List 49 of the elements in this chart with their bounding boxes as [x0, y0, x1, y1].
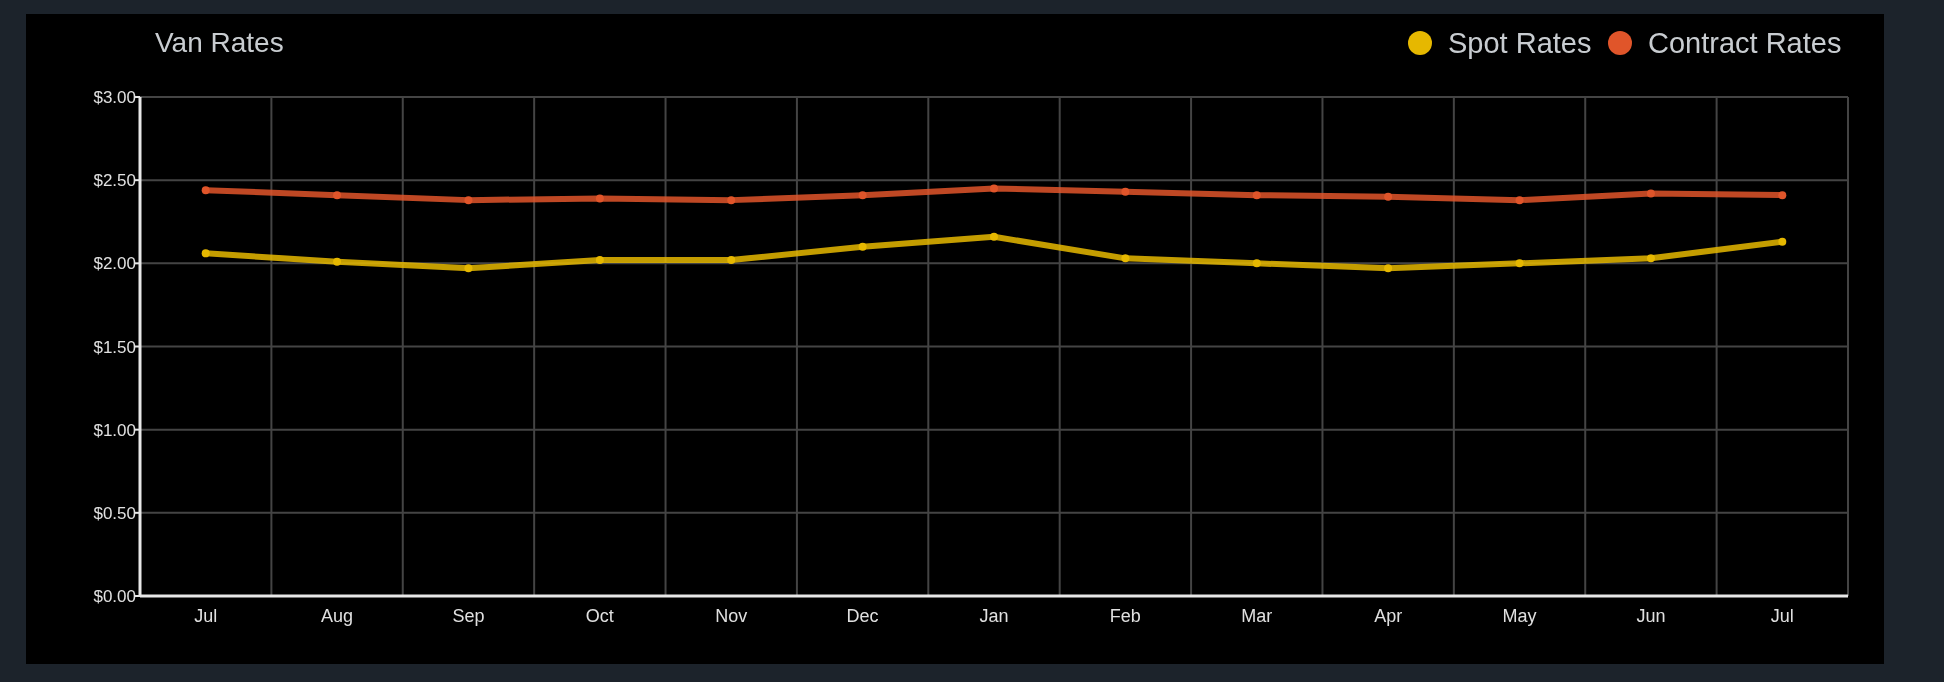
point: [727, 196, 736, 205]
x-tick-label: Sep: [452, 606, 485, 626]
point: [201, 249, 210, 258]
point: [1384, 192, 1393, 201]
point: [727, 256, 736, 265]
x-tick-label: Feb: [1109, 606, 1141, 626]
y-tick-label: $0.50: [93, 503, 136, 523]
point: [1384, 264, 1393, 273]
point: [333, 191, 342, 200]
x-tick-label: Jul: [1770, 606, 1794, 626]
x-tick-label: May: [1502, 606, 1537, 626]
point: [1121, 187, 1130, 196]
legend-label: Contract Rates: [1648, 27, 1842, 59]
y-tick-label: $3.00: [93, 88, 136, 107]
point: [1778, 237, 1787, 246]
legend-label: Spot Rates: [1448, 27, 1592, 59]
y-tick-label: $2.50: [93, 171, 136, 191]
point: [1778, 191, 1787, 200]
point: [464, 196, 473, 205]
x-tick-label: Nov: [715, 606, 748, 626]
point: [990, 232, 998, 241]
point: [1646, 254, 1655, 263]
point: [858, 191, 867, 200]
x-tick-label: Jan: [979, 606, 1009, 626]
point: [201, 186, 210, 195]
y-tick-label: $0.00: [93, 587, 136, 606]
point: [595, 194, 604, 203]
point: [1252, 191, 1261, 200]
point: [990, 184, 998, 193]
point: [858, 242, 867, 251]
chart-title: Van Rates: [155, 27, 284, 58]
y-tick-label: $2.00: [93, 254, 136, 274]
x-tick-label: Apr: [1374, 606, 1403, 626]
point: [1121, 254, 1130, 263]
y-tick-label: $1.00: [93, 420, 136, 440]
point: [464, 264, 473, 273]
y-tick-label: $1.50: [93, 337, 136, 357]
point: [595, 256, 604, 265]
x-tick-label: Jun: [1636, 606, 1666, 626]
point: [333, 257, 342, 266]
x-tick-label: Mar: [1241, 606, 1273, 626]
point: [1515, 196, 1524, 205]
x-tick-label: Aug: [321, 606, 354, 626]
x-tick-label: Oct: [585, 606, 614, 626]
point: [1252, 259, 1261, 268]
point: [1646, 189, 1655, 198]
point: [1515, 259, 1524, 268]
x-tick-label: Jul: [194, 606, 218, 626]
x-tick-label: Dec: [846, 606, 879, 626]
